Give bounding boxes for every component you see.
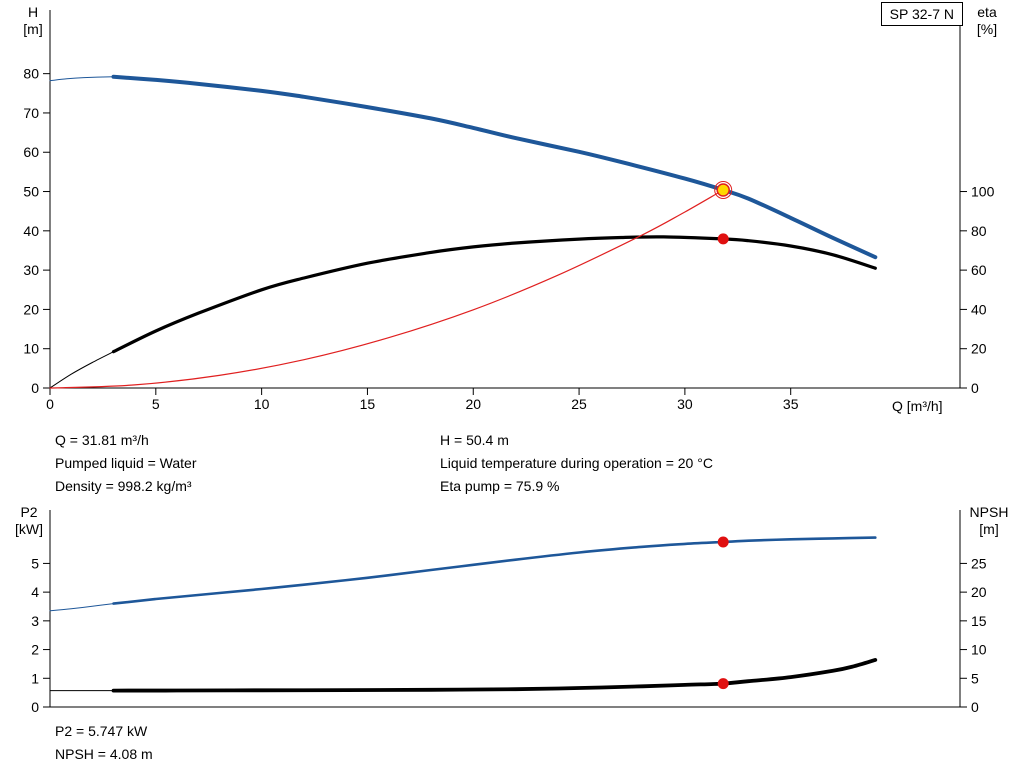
y-right-tick-label: 60 <box>971 262 987 278</box>
info-pumped-liquid: Pumped liquid = Water <box>55 455 197 471</box>
eta-axis-label: eta [%] <box>976 4 998 37</box>
y-left-tick-label: 20 <box>23 301 39 317</box>
y-left-tick-label: 30 <box>23 262 39 278</box>
y-right-tick-label: 100 <box>971 184 995 200</box>
duty-point-ring <box>714 181 733 199</box>
npsh-point <box>717 678 729 690</box>
y-right-tick-label: 5 <box>971 670 979 686</box>
system-curve <box>49 189 724 389</box>
y-left-tick-label: 40 <box>23 223 39 239</box>
y-left-tick-label: 0 <box>31 699 39 715</box>
h-axis-label: H [m] <box>23 4 43 37</box>
y-left-tick-label: 10 <box>23 341 39 357</box>
info-p2: P2 = 5.747 kW <box>55 723 148 739</box>
info-flow: Q = 31.81 m³/h <box>55 432 149 448</box>
y-left-tick-label: 1 <box>31 670 39 686</box>
x-tick-label: 15 <box>360 396 376 412</box>
y-right-tick-label: 80 <box>971 223 987 239</box>
x-tick-label: 0 <box>46 396 54 412</box>
info-eta-pump: Eta pump = 75.9 % <box>440 478 560 494</box>
p2-axis-label: P2 [kW] <box>15 504 43 537</box>
power-curve <box>112 536 877 605</box>
operating-point-info-left: Q = 31.81 m³/h Pumped liquid = Water Den… <box>55 429 197 498</box>
y-right-tick-label: 0 <box>971 699 979 715</box>
y-right-tick-label: 40 <box>971 301 987 317</box>
y-right-tick-label: 20 <box>971 584 987 600</box>
x-tick-label: 35 <box>783 396 799 412</box>
x-tick-label: 30 <box>677 396 693 412</box>
info-head: H = 50.4 m <box>440 432 509 448</box>
y-left-tick-label: 3 <box>31 613 39 629</box>
power-curve-lead <box>49 603 114 612</box>
y-left-tick-label: 60 <box>23 144 39 160</box>
x-tick-label: 5 <box>152 396 160 412</box>
head-curve <box>111 74 878 260</box>
efficiency-curve-lead <box>49 351 114 389</box>
x-tick-label: 25 <box>571 396 587 412</box>
info-npsh: NPSH = 4.08 m <box>55 746 153 762</box>
eta-point <box>717 233 729 245</box>
y-left-tick-label: 70 <box>23 105 39 121</box>
y-left-tick-label: 4 <box>31 584 39 600</box>
y-left-tick-label: 50 <box>23 184 39 200</box>
npsh-curve <box>111 658 878 693</box>
y-right-tick-label: 0 <box>971 380 979 396</box>
y-right-tick-label: 15 <box>971 613 987 629</box>
y-right-tick-label: 20 <box>971 341 987 357</box>
y-right-tick-label: 10 <box>971 642 987 658</box>
x-tick-label: 10 <box>254 396 270 412</box>
duty-point <box>716 183 730 197</box>
y-right-tick-label: 25 <box>971 555 987 571</box>
y-left-tick-label: 5 <box>31 555 39 571</box>
npsh-axis-label: NPSH [m] <box>969 504 1009 537</box>
y-left-tick-label: 0 <box>31 380 39 396</box>
efficiency-curve <box>111 235 877 354</box>
x-tick-label: 20 <box>465 396 481 412</box>
y-left-tick-label: 2 <box>31 642 39 658</box>
pump-type-box: SP 32-7 N <box>880 2 963 26</box>
info-liquid-temperature: Liquid temperature during operation = 20… <box>440 455 713 471</box>
info-density: Density = 998.2 kg/m³ <box>55 478 192 494</box>
operating-point-info-right: H = 50.4 m Liquid temperature during ope… <box>440 429 713 498</box>
head-curve-lead <box>49 76 114 82</box>
y-left-tick-label: 80 <box>23 66 39 82</box>
p2-point <box>717 536 729 548</box>
power-npsh-info: P2 = 5.747 kW NPSH = 4.08 m <box>55 720 153 766</box>
q-axis-label: Q [m³/h] <box>892 398 943 414</box>
